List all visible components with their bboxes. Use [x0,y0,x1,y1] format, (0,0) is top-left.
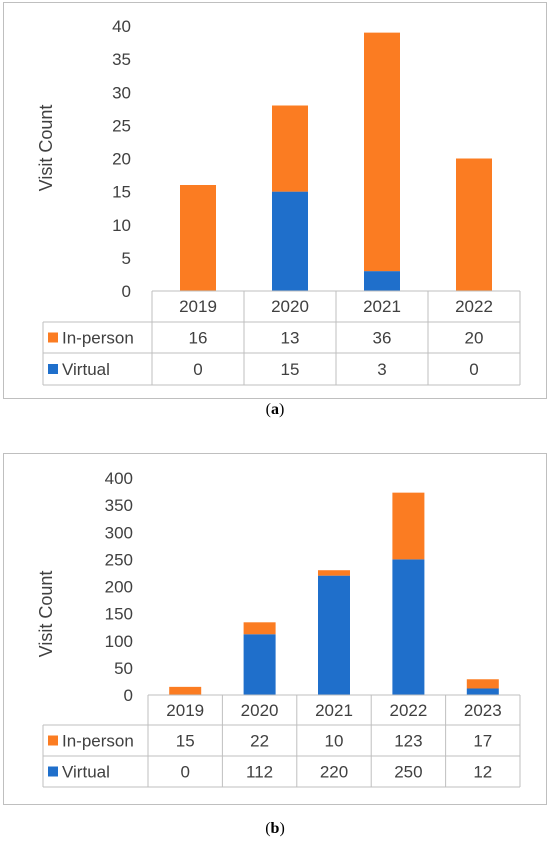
bar-in-person-a [180,185,216,291]
caption-b: (b) [265,820,285,837]
legend-label-a: Virtual [62,360,110,379]
table-value-a: 0 [469,360,478,379]
table-value-a: 3 [377,360,386,379]
y-tick-label-a: 20 [112,150,131,169]
legend-swatch-a [48,364,58,374]
caption-a-label: a [271,401,279,418]
y-tick-label-a: 25 [112,116,131,135]
table-value-b: 250 [394,763,422,782]
legend-swatch-b [48,735,58,746]
y-tick-label-b: 100 [105,632,133,651]
x-category-label-b: 2023 [464,701,502,720]
y-tick-label-a: 5 [122,249,131,268]
y-axis-label-b: Visit Count [36,571,56,658]
x-category-label-a: 2020 [271,297,309,316]
x-category-label-a: 2022 [455,297,493,316]
table-value-a: 15 [281,360,300,379]
y-tick-label-b: 0 [124,686,133,705]
bar-in-person-a [364,32,400,272]
bar-in-person-b [243,622,276,635]
legend-label-b: In-person [62,732,134,751]
bar-in-person-b [318,570,350,576]
x-category-label-a: 2021 [363,297,401,316]
y-tick-label-b: 150 [105,605,133,624]
table-value-a: 16 [189,329,208,348]
bar-virtual-a [364,271,400,291]
x-category-label-b: 2022 [389,701,427,720]
table-value-b: 12 [473,763,492,782]
bar-virtual-b [318,575,350,695]
table-value-b: 15 [176,732,195,751]
y-tick-label-a: 0 [122,282,131,301]
table-value-b: 112 [246,763,273,782]
bar-virtual-b [392,559,425,695]
y-tick-label-b: 350 [105,496,133,515]
y-tick-label-b: 250 [105,550,133,569]
bar-in-person-a [456,158,492,291]
x-category-label-b: 2019 [166,701,204,720]
table-value-b: 220 [320,763,348,782]
y-tick-label-b: 200 [105,578,133,597]
bar-in-person-b [392,492,425,560]
y-tick-label-a: 40 [112,17,131,36]
legend-swatch-a [48,332,58,343]
x-category-label-a: 2019 [179,297,217,316]
y-tick-label-a: 10 [112,216,131,235]
table-value-b: 10 [325,732,344,751]
table-value-b: 22 [250,732,269,751]
legend-label-a: In-person [62,329,134,348]
bar-virtual-a [272,191,308,291]
table-value-b: 123 [394,732,422,751]
bar-in-person-a [272,105,308,192]
y-axis-label-a: Visit Count [36,105,56,192]
legend-swatch-b [48,766,58,777]
y-tick-label-b: 400 [105,469,133,488]
y-tick-label-b: 50 [114,659,133,678]
bar-in-person-b [169,686,202,695]
y-tick-label-a: 15 [112,183,131,202]
bar-in-person-b [466,679,499,689]
table-value-a: 20 [465,329,484,348]
caption-a: (a) [265,401,285,418]
bar-virtual-b [466,688,499,695]
legend-label-b: Virtual [62,763,110,782]
table-value-b: 0 [180,763,189,782]
y-tick-label-a: 30 [112,83,131,102]
caption-b-label: b [270,820,280,837]
table-value-a: 0 [193,360,202,379]
table-value-b: 17 [473,732,492,751]
y-tick-label-a: 35 [112,50,131,69]
x-category-label-b: 2020 [241,701,279,720]
table-value-a: 13 [281,329,300,348]
table-value-a: 36 [373,329,392,348]
x-category-label-b: 2021 [315,701,353,720]
bar-virtual-b [243,634,276,695]
y-tick-label-b: 300 [105,523,133,542]
